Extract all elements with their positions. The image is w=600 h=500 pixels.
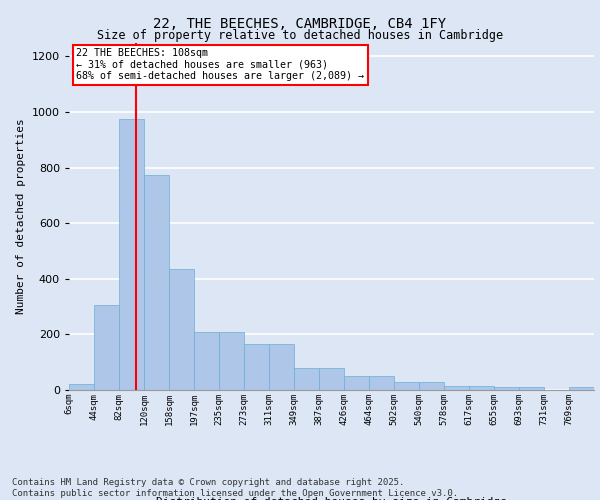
Bar <box>194 332 219 390</box>
Bar <box>169 269 194 390</box>
Bar <box>244 344 269 390</box>
Bar <box>69 384 94 390</box>
X-axis label: Distribution of detached houses by size in Cambridge: Distribution of detached houses by size … <box>156 497 507 500</box>
Bar <box>344 376 369 390</box>
Bar <box>319 368 344 390</box>
Bar <box>494 387 519 390</box>
Text: Contains HM Land Registry data © Crown copyright and database right 2025.
Contai: Contains HM Land Registry data © Crown c… <box>12 478 458 498</box>
Text: Size of property relative to detached houses in Cambridge: Size of property relative to detached ho… <box>97 29 503 42</box>
Bar <box>569 387 594 390</box>
Bar <box>219 332 244 390</box>
Bar <box>94 305 119 390</box>
Bar <box>444 386 469 390</box>
Bar <box>469 386 494 390</box>
Bar <box>144 174 169 390</box>
Text: 22, THE BEECHES, CAMBRIDGE, CB4 1FY: 22, THE BEECHES, CAMBRIDGE, CB4 1FY <box>154 18 446 32</box>
Bar <box>294 368 319 390</box>
Bar <box>269 344 294 390</box>
Bar <box>419 382 444 390</box>
Text: 22 THE BEECHES: 108sqm
← 31% of detached houses are smaller (963)
68% of semi-de: 22 THE BEECHES: 108sqm ← 31% of detached… <box>77 48 365 82</box>
Bar <box>394 382 419 390</box>
Y-axis label: Number of detached properties: Number of detached properties <box>16 118 26 314</box>
Bar <box>519 387 544 390</box>
Bar <box>369 376 394 390</box>
Bar <box>119 119 144 390</box>
